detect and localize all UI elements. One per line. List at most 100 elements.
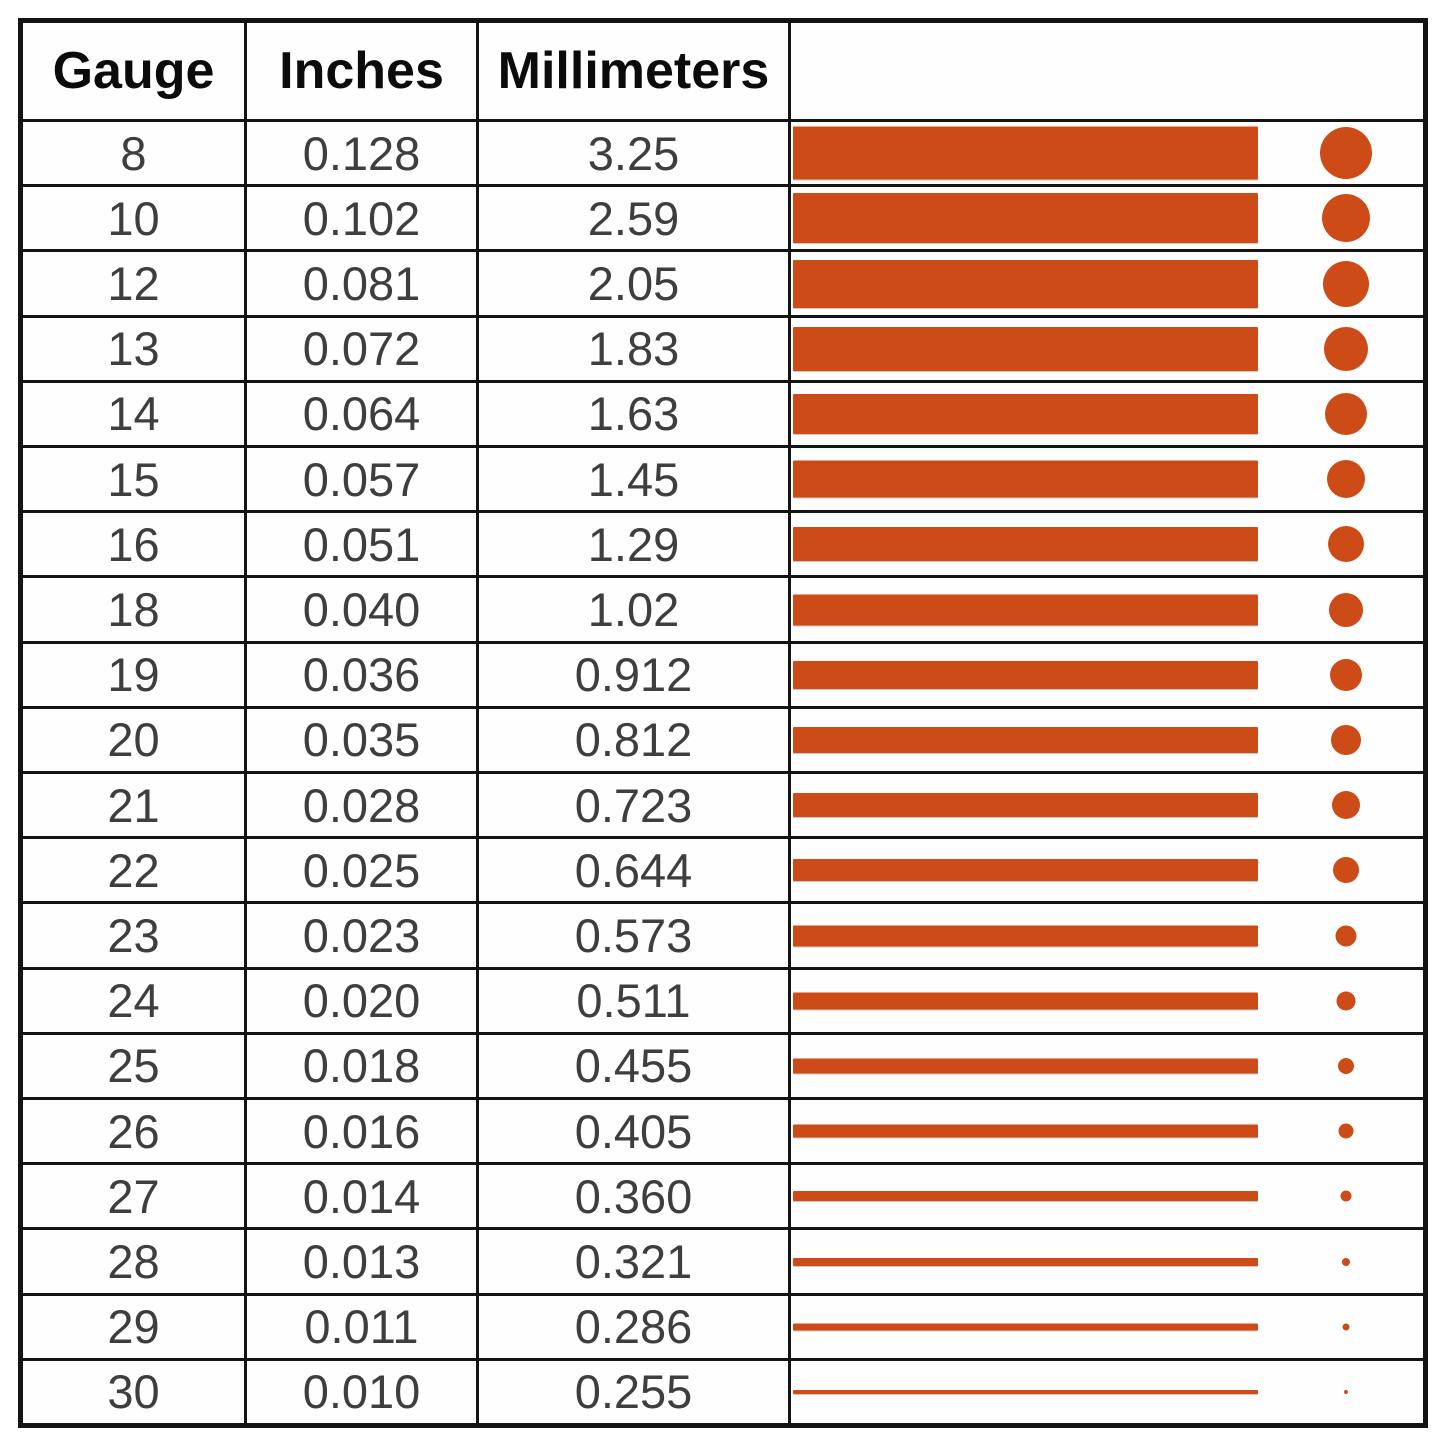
wire-diameter-dot [1344, 1389, 1348, 1394]
gauge-value: 22 [107, 843, 160, 897]
wire-thickness-bar [793, 460, 1258, 498]
millimeters-value: 0.360 [574, 1169, 693, 1223]
millimeters-value: 1.45 [587, 452, 680, 506]
inches-value: 0.011 [304, 1300, 419, 1354]
millimeters-value: 1.83 [587, 322, 680, 376]
table-row: 19 0.036 0.912 [23, 643, 1423, 709]
millimeters-value: 0.573 [574, 909, 693, 963]
wire-diameter-dot [1338, 1057, 1354, 1074]
inches-cell: 0.025 [247, 839, 479, 902]
gauge-cell: 16 [23, 513, 247, 576]
inches-value: 0.057 [302, 452, 421, 506]
inches-cell: 0.035 [247, 708, 479, 772]
wire-diameter-dot [1333, 857, 1359, 884]
millimeters-value: 2.59 [587, 191, 680, 245]
wire-visual-cell [791, 122, 1423, 184]
millimeters-cell: 1.63 [479, 382, 791, 446]
millimeters-cell: 1.83 [479, 317, 791, 380]
millimeters-value: 1.02 [587, 583, 680, 637]
wire-thickness-bar [793, 726, 1258, 753]
table-row: 29 0.011 0.286 [23, 1295, 1423, 1361]
gauge-cell: 29 [23, 1295, 247, 1358]
wire-visual-cell [791, 904, 1423, 966]
wire-thickness-bar [793, 793, 1258, 818]
wire-visual-cell [791, 774, 1423, 836]
inches-cell: 0.081 [247, 252, 479, 315]
millimeters-cell: 0.405 [479, 1100, 791, 1163]
inches-cell: 0.128 [247, 122, 479, 185]
inches-value: 0.014 [302, 1169, 421, 1223]
wire-visual-cell [791, 513, 1423, 575]
gauge-value: 28 [107, 1235, 160, 1289]
wire-thickness-bar [793, 1389, 1258, 1394]
gauge-cell: 13 [23, 317, 247, 380]
inches-cell: 0.016 [247, 1100, 479, 1163]
table-row: 25 0.018 0.455 [23, 1034, 1423, 1101]
wire-visual-cell [791, 839, 1423, 901]
wire-thickness-bar [793, 259, 1258, 308]
wire-diameter-dot [1329, 592, 1363, 627]
wire-diameter-dot [1342, 1323, 1350, 1331]
wire-diameter-dot [1338, 1123, 1354, 1139]
millimeters-cell: 0.573 [479, 904, 791, 967]
millimeters-value: 2.05 [587, 257, 680, 310]
gauge-cell: 21 [23, 774, 247, 837]
inches-value: 0.081 [302, 257, 421, 310]
inches-value: 0.128 [302, 126, 421, 180]
millimeters-cell: 0.360 [479, 1165, 791, 1228]
wire-thickness-bar [793, 393, 1258, 434]
inches-cell: 0.057 [247, 448, 479, 511]
gauge-cell: 30 [23, 1360, 247, 1424]
table-row: 21 0.028 0.723 [23, 774, 1423, 840]
millimeters-cell: 0.286 [479, 1295, 791, 1358]
millimeters-value: 0.644 [574, 843, 693, 897]
wire-visual-cell [791, 252, 1423, 314]
inches-cell: 0.014 [247, 1165, 479, 1228]
inches-cell: 0.040 [247, 578, 479, 641]
table-row: 30 0.010 0.255 [23, 1360, 1423, 1424]
wire-visual-cell [791, 448, 1423, 510]
millimeters-value: 0.723 [574, 778, 693, 832]
wire-gauge-table: Gauge Inches Millimeters 8 0.128 3.25 10… [18, 18, 1428, 1428]
wire-thickness-bar [793, 1058, 1258, 1074]
inches-cell: 0.011 [247, 1295, 479, 1358]
inches-value: 0.010 [302, 1365, 421, 1419]
table-row: 13 0.072 1.83 [23, 317, 1423, 383]
wire-diameter-dot [1323, 260, 1369, 307]
wire-thickness-bar [793, 1323, 1258, 1331]
millimeters-value: 1.29 [587, 517, 680, 571]
wire-visual-cell [791, 644, 1423, 706]
millimeters-cell: 1.29 [479, 513, 791, 576]
wire-visual-cell [791, 1230, 1423, 1292]
gauge-cell: 8 [23, 122, 247, 185]
wire-visual-cell [791, 970, 1423, 1032]
wire-thickness-bar [793, 859, 1258, 882]
gauge-cell: 18 [23, 578, 247, 641]
millimeters-cell: 0.455 [479, 1034, 791, 1098]
wire-visual-cell [791, 318, 1423, 380]
gauge-value: 20 [107, 713, 160, 767]
table-row: 20 0.035 0.812 [23, 708, 1423, 775]
wire-visual-cell [791, 1100, 1423, 1162]
wire-thickness-bar [793, 1257, 1258, 1266]
wire-thickness-bar [793, 594, 1258, 626]
header-gauge: Gauge [23, 23, 247, 119]
gauge-cell: 14 [23, 382, 247, 446]
table-row: 22 0.025 0.644 [23, 839, 1423, 905]
wire-diameter-dot [1335, 925, 1357, 947]
table-row: 27 0.014 0.360 [23, 1165, 1423, 1231]
millimeters-value: 0.405 [574, 1104, 693, 1158]
inches-cell: 0.064 [247, 382, 479, 446]
inches-cell: 0.072 [247, 317, 479, 380]
table-row: 8 0.128 3.25 [23, 122, 1423, 188]
millimeters-value: 0.812 [574, 713, 693, 767]
wire-diameter-dot [1336, 991, 1356, 1011]
wire-thickness-bar [793, 527, 1258, 562]
inches-value: 0.023 [302, 909, 421, 963]
wire-diameter-dot [1324, 326, 1368, 371]
inches-value: 0.028 [302, 778, 421, 832]
wire-diameter-dot [1325, 392, 1367, 435]
wire-thickness-bar [793, 1191, 1258, 1202]
inches-cell: 0.023 [247, 904, 479, 967]
millimeters-cell: 0.321 [479, 1230, 791, 1293]
